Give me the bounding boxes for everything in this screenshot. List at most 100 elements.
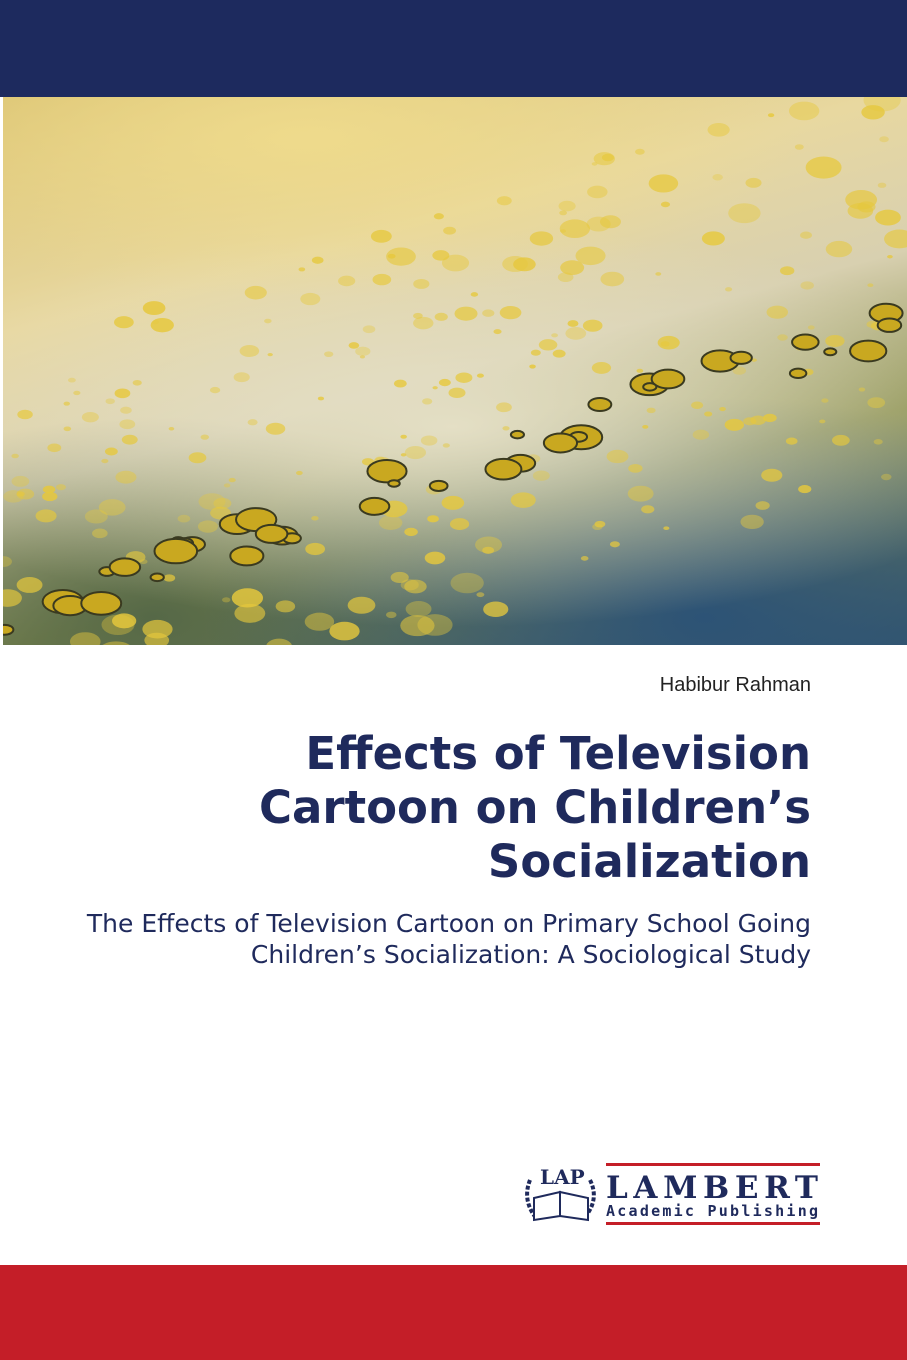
droplet <box>788 101 820 121</box>
droplet <box>3 623 15 636</box>
droplet <box>311 256 324 264</box>
droplet <box>701 231 725 246</box>
droplet <box>438 378 451 387</box>
droplet <box>785 437 798 445</box>
droplet <box>642 424 649 429</box>
droplet <box>884 229 907 249</box>
droplet <box>805 156 842 179</box>
droplet <box>510 492 536 508</box>
droplet <box>740 514 764 530</box>
droplet <box>400 579 419 591</box>
droplet <box>153 537 199 565</box>
droplet <box>3 556 12 568</box>
droplet <box>530 349 541 356</box>
droplet <box>594 520 606 528</box>
droplet <box>800 281 814 290</box>
droplet <box>120 406 132 414</box>
droplet <box>692 429 710 440</box>
droplet <box>304 612 335 631</box>
droplet <box>881 473 892 481</box>
droplet <box>502 426 510 431</box>
droplet <box>732 366 747 375</box>
droplet <box>655 272 662 276</box>
droplet <box>873 439 883 445</box>
droplet <box>646 407 656 414</box>
cover-photo-water-droplets <box>3 97 907 645</box>
droplet <box>177 514 191 523</box>
droplet <box>660 201 671 208</box>
droplet <box>663 526 670 531</box>
droplet <box>63 426 72 432</box>
droplet <box>529 231 554 246</box>
droplet <box>385 611 397 619</box>
droplet <box>482 309 495 317</box>
droplet <box>609 541 620 548</box>
droplet <box>794 144 804 150</box>
droplets <box>3 97 907 645</box>
droplet <box>779 266 795 276</box>
droplet <box>132 379 142 386</box>
droplet <box>121 434 138 445</box>
droplet <box>84 509 108 524</box>
droplet <box>231 588 264 608</box>
droplet <box>529 364 536 369</box>
droplet <box>427 515 439 523</box>
droplet <box>592 523 603 531</box>
droplet <box>719 407 726 412</box>
publisher-logo: LAP LAMBERT Academic Publishing <box>525 1163 820 1225</box>
droplet <box>532 470 550 481</box>
droplet <box>591 361 612 374</box>
top-band <box>0 0 907 97</box>
droplet <box>476 592 485 598</box>
droplet <box>650 368 686 390</box>
droplet <box>275 600 296 613</box>
droplet <box>358 496 391 516</box>
droplet <box>861 105 885 120</box>
droplet <box>101 458 109 464</box>
droplet <box>239 344 260 358</box>
droplet <box>424 551 446 565</box>
droplet <box>67 377 76 383</box>
droplet <box>413 312 423 319</box>
droplet <box>483 601 509 617</box>
droplet <box>712 174 723 181</box>
droplet <box>496 196 512 206</box>
droplet <box>228 477 236 483</box>
droplet <box>163 574 176 582</box>
droplet <box>298 267 306 272</box>
droplet <box>542 432 579 454</box>
droplet <box>538 339 558 351</box>
droplet <box>404 527 418 537</box>
droplet <box>728 203 761 224</box>
droplet <box>628 463 643 473</box>
droplet <box>370 229 392 243</box>
droplet <box>552 349 566 358</box>
droplet <box>807 325 815 330</box>
droplet <box>788 367 808 380</box>
droplet <box>823 347 838 357</box>
droplet <box>16 576 43 593</box>
droplet <box>3 589 22 607</box>
droplet <box>139 559 148 565</box>
droplet <box>112 613 137 629</box>
droplet <box>441 495 465 510</box>
droplet <box>229 545 265 567</box>
droplet <box>575 246 606 266</box>
droplet <box>296 470 303 476</box>
droplet <box>642 382 658 392</box>
droplet <box>825 240 853 258</box>
droplet <box>482 546 495 554</box>
droplet <box>499 305 522 320</box>
droplet <box>324 351 334 358</box>
droplet <box>432 386 438 390</box>
droplet <box>152 320 159 325</box>
droplet <box>150 318 174 333</box>
droplet <box>387 479 401 488</box>
droplet <box>798 485 812 494</box>
droplet <box>849 339 888 363</box>
droplet <box>317 396 325 401</box>
droplet <box>766 305 788 319</box>
droplet <box>657 335 680 350</box>
droplet <box>267 352 273 357</box>
droplet <box>105 398 115 405</box>
